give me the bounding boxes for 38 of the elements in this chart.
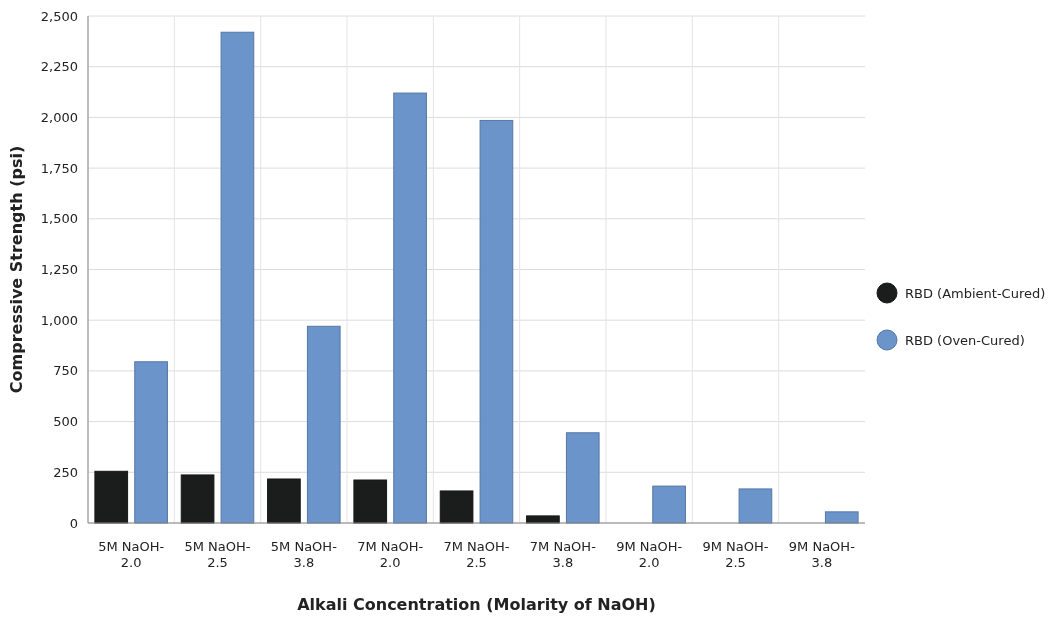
x-tick-label: 7M NaOH-3.8	[529, 539, 597, 571]
bar	[94, 470, 129, 524]
bar	[439, 490, 474, 524]
bar	[220, 31, 255, 524]
y-tick-label: 500	[53, 414, 78, 430]
bar	[306, 325, 341, 524]
y-tick-label: 1,000	[40, 312, 78, 328]
x-tick-label: 5M NaOH-3.8	[270, 539, 338, 571]
x-tick-label: 9M NaOH-3.8	[788, 539, 856, 571]
bar	[738, 488, 773, 524]
bar	[393, 92, 427, 524]
bar	[353, 479, 388, 524]
bar	[479, 119, 514, 524]
x-tick-label: 5M NaOH-2.5	[184, 539, 251, 571]
legend-label: RBD (Oven-Cured)	[905, 332, 1025, 348]
x-axis-title: Alkali Concentration (Molarity of NaOH)	[297, 595, 656, 614]
y-tick-label: 1,750	[40, 160, 78, 176]
x-tick-label: 7M NaOH-2.5	[443, 539, 510, 571]
y-tick-label: 2,250	[40, 59, 78, 75]
bar	[267, 478, 301, 524]
y-tick-label: 2,000	[40, 109, 78, 125]
y-axis-title: Compressive Strength (psi)	[7, 145, 26, 394]
y-tick-label: 1,500	[40, 211, 78, 227]
legend-label: RBD (Ambient-Cured)	[905, 285, 1046, 301]
x-tick-label: 9M NaOH-2.0	[616, 539, 683, 571]
y-tick-label: 2,500	[40, 8, 78, 24]
y-tick-label: 750	[53, 363, 78, 379]
y-tick-label: 0	[69, 515, 78, 531]
x-tick-label: 7M NaOH-2.0	[357, 539, 424, 571]
bar	[824, 511, 859, 524]
bar	[565, 432, 600, 524]
x-tick-label: 5M NaOH-2.0	[98, 539, 165, 571]
x-tick-label: 9M NaOH-2.5	[702, 539, 769, 571]
bar	[134, 361, 168, 524]
y-tick-label: 250	[53, 464, 78, 480]
bar	[652, 485, 686, 524]
bar	[180, 474, 215, 524]
y-tick-label: 1,250	[40, 262, 78, 278]
